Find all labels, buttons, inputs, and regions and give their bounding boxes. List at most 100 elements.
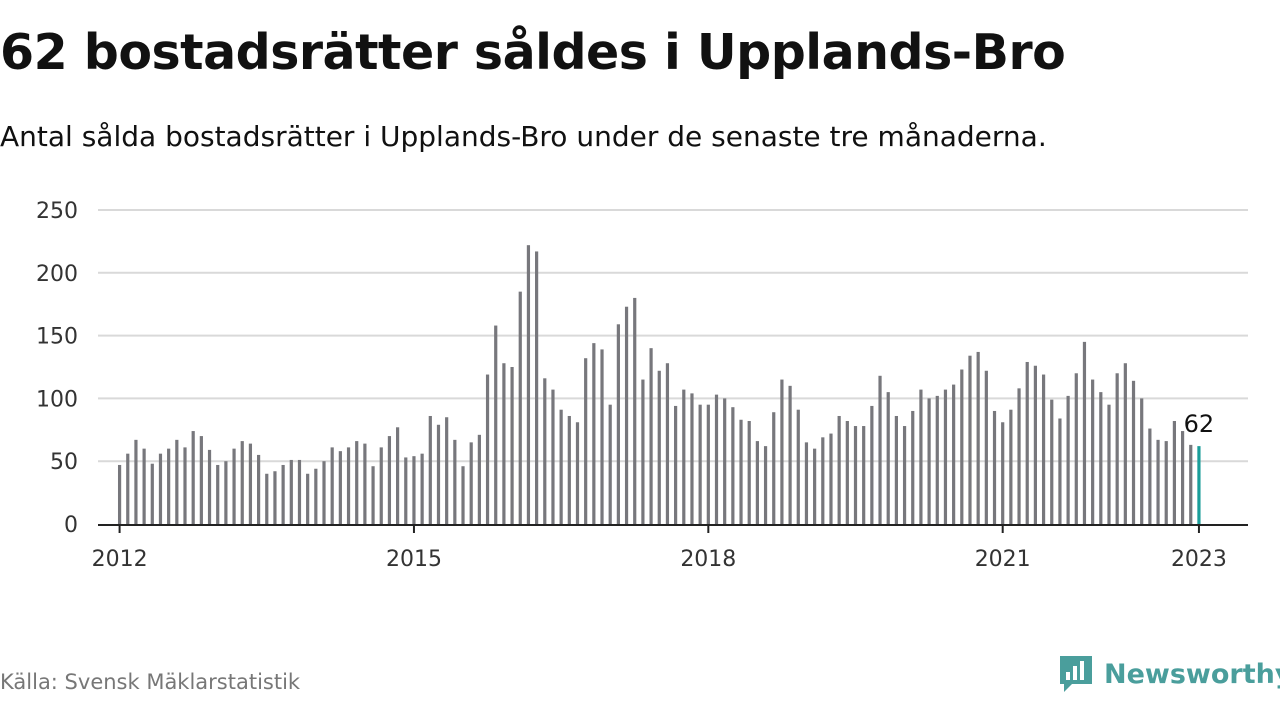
bar [1131, 380, 1136, 524]
bar [1091, 379, 1095, 524]
y-tick-label: 50 [50, 450, 78, 475]
bar [330, 447, 334, 524]
annotations: 62 [1184, 410, 1215, 438]
bar [469, 442, 473, 524]
bar [199, 436, 203, 524]
bar [780, 379, 784, 524]
bar [518, 291, 522, 524]
bar [273, 471, 277, 524]
bar [1001, 422, 1005, 524]
bar [698, 404, 702, 524]
bar [535, 251, 539, 524]
bar [690, 393, 694, 524]
source-note: Källa: Svensk Mäklarstatistik [0, 670, 301, 694]
bar [338, 451, 342, 524]
bar [845, 421, 849, 524]
bar [543, 378, 547, 524]
bar [371, 466, 375, 524]
bar [248, 443, 253, 524]
bar [862, 426, 866, 524]
bar [976, 351, 980, 524]
bar [551, 389, 555, 524]
brand-logo: Newsworthy [1058, 654, 1280, 694]
bar [1074, 373, 1078, 524]
bar [1148, 428, 1152, 524]
bar [616, 324, 620, 524]
bars [117, 245, 1201, 524]
bar [1164, 441, 1168, 524]
bar [837, 415, 841, 524]
bar [510, 367, 514, 524]
bar [755, 441, 759, 524]
bar [682, 389, 686, 524]
bar [624, 306, 629, 524]
bar [346, 447, 351, 524]
bar [297, 459, 302, 524]
bar [657, 370, 661, 524]
bar [379, 447, 383, 524]
bar [821, 437, 825, 524]
bar [853, 426, 858, 524]
bar [584, 358, 588, 524]
bar [592, 343, 596, 524]
bar [1009, 409, 1013, 524]
x-tick-label: 2015 [386, 547, 442, 572]
x-tick-label: 2018 [680, 547, 736, 572]
bar [829, 433, 833, 524]
bar [453, 439, 457, 524]
bar [355, 441, 359, 524]
y-axis-labels: 0 50 100 150 200 250 [36, 199, 78, 538]
bar [167, 448, 171, 524]
bar [674, 405, 678, 524]
bar [763, 446, 768, 524]
x-tick-label: 2023 [1171, 547, 1227, 572]
bar [1025, 361, 1029, 524]
bar [502, 363, 506, 524]
bar [526, 245, 531, 524]
bar [256, 454, 261, 524]
bar [1033, 365, 1037, 524]
x-axis: 2012 2015 2018 2021 2023 [92, 524, 1248, 572]
y-tick-label: 100 [36, 387, 78, 412]
bar [134, 439, 138, 524]
bar [1189, 444, 1193, 524]
bar [216, 464, 220, 524]
bar [804, 442, 809, 524]
bar [1058, 418, 1062, 524]
bar [1050, 399, 1054, 524]
bar [224, 461, 228, 524]
bar [927, 398, 931, 524]
bar [788, 385, 792, 524]
bar [886, 392, 890, 524]
bar [420, 453, 424, 524]
bar [952, 384, 956, 524]
bar [1123, 363, 1127, 524]
highlight-value-label: 62 [1184, 410, 1215, 438]
bar [126, 453, 130, 524]
y-tick-label: 0 [64, 513, 78, 538]
bar [306, 473, 310, 524]
y-tick-label: 250 [36, 199, 78, 224]
bar [1107, 404, 1111, 524]
x-tick-label: 2012 [92, 547, 148, 572]
bar [649, 348, 653, 524]
chart-title: 62 bostadsrätter såldes i Upplands-Bro [0, 24, 1066, 81]
bar [714, 394, 719, 524]
bar [902, 426, 907, 524]
bar [1082, 341, 1087, 524]
bar [960, 369, 964, 524]
bar [747, 421, 751, 524]
bar [314, 468, 318, 524]
bar [1140, 398, 1144, 524]
bar [396, 427, 400, 524]
bar [404, 457, 408, 524]
bar [943, 389, 948, 524]
bar-highlight [1197, 446, 1201, 524]
bar [723, 398, 727, 524]
bar [608, 404, 612, 524]
bar [1066, 395, 1070, 524]
bar [240, 441, 244, 524]
bar [559, 409, 563, 524]
bar [600, 349, 604, 524]
bar [1172, 421, 1177, 524]
